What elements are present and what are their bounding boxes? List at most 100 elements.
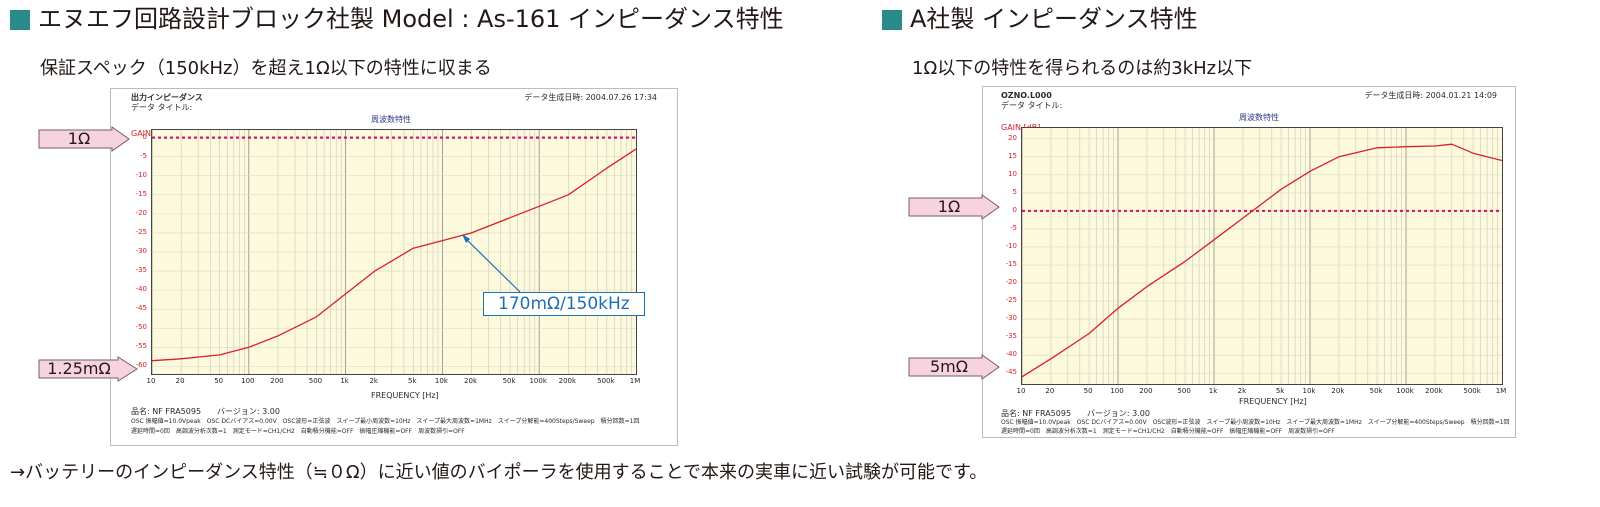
right-bottom-arrow: 5mΩ bbox=[908, 354, 1000, 380]
x-tick-label: 500 bbox=[1177, 387, 1191, 395]
y-tick-label: -15 bbox=[135, 189, 147, 198]
right-panel-date: データ生成日時: 2004.01.21 14:09 bbox=[1364, 91, 1497, 100]
y-tick-label: -20 bbox=[1005, 278, 1017, 287]
y-tick-label: -35 bbox=[135, 266, 147, 275]
y-tick-label: -20 bbox=[135, 208, 147, 217]
right-bottom-arrow-label: 5mΩ bbox=[930, 357, 968, 376]
x-tick-label: 1k bbox=[340, 377, 349, 385]
left-footer-line-1: 品名: NF FRA5095 バージョン: 3.00 bbox=[131, 407, 280, 416]
left-panel-header-subtitle: データ タイトル: bbox=[131, 103, 193, 112]
right-chart-title: 周波数特性 bbox=[1239, 113, 1279, 122]
left-callout: 170mΩ/150kHz bbox=[483, 292, 645, 316]
right-freq-label: FREQUENCY [Hz] bbox=[1239, 397, 1307, 406]
left-gain-label: GAIN [dB] bbox=[131, 129, 170, 138]
left-top-arrow-label: 1Ω bbox=[67, 129, 91, 148]
y-tick-label: -10 bbox=[1005, 241, 1017, 250]
left-plot-area bbox=[151, 129, 637, 375]
x-tick-label: 10k bbox=[1302, 387, 1316, 395]
y-tick-label: -30 bbox=[135, 247, 147, 255]
y-tick-label: 20 bbox=[1008, 133, 1017, 142]
left-panel-header-title: 出力インピーダンス bbox=[131, 93, 203, 102]
y-tick-label: 0 bbox=[1012, 205, 1017, 214]
y-tick-label: -30 bbox=[1005, 314, 1017, 323]
y-tick-label: -35 bbox=[1005, 332, 1017, 341]
x-tick-label: 50k bbox=[502, 377, 516, 385]
x-tick-label: 5k bbox=[407, 377, 417, 385]
y-tick-label: 0 bbox=[142, 132, 147, 141]
x-tick-label: 200 bbox=[1139, 387, 1153, 395]
y-tick-label: 5 bbox=[1012, 187, 1017, 196]
x-tick-label: 500 bbox=[308, 377, 323, 385]
x-tick-label: 100 bbox=[241, 377, 255, 385]
y-tick-label: -5 bbox=[140, 151, 147, 160]
y-tick-label: -25 bbox=[135, 227, 147, 236]
right-plot-area bbox=[1021, 127, 1503, 385]
y-tick-label: -40 bbox=[135, 285, 147, 294]
right-subtitle: 1Ω以下の特性を得られるのは約3kHz以下 bbox=[912, 58, 1253, 79]
y-tick-label: -50 bbox=[135, 323, 147, 332]
right-footer-line-3: 遅延時間=0回 高調波分析次数=1 測定モード=CH1/CH2 自動積分機能=O… bbox=[1001, 428, 1335, 435]
y-tick-label: -60 bbox=[135, 361, 147, 370]
y-tick-label: -15 bbox=[1005, 260, 1017, 268]
right-chart-panel: OZNO.L000 データ タイトル: データ生成日時: 2004.01.21 … bbox=[982, 86, 1516, 438]
x-tick-label: 20 bbox=[175, 377, 185, 385]
x-tick-label: 2k bbox=[1237, 387, 1247, 395]
footer-note: →バッテリーのインピーダンス特性（≒０Ω）に近い値のバイポーラを使用することで本… bbox=[10, 462, 988, 483]
x-tick-label: 500k bbox=[597, 377, 615, 385]
left-section-title: エヌエフ回路設計ブロック社製 Model : As-161 インピーダンス特性 bbox=[38, 5, 784, 33]
x-tick-label: 100k bbox=[1396, 387, 1414, 395]
x-tick-label: 100 bbox=[1110, 387, 1124, 395]
x-tick-label: 10 bbox=[1016, 387, 1026, 395]
y-tick-label: -10 bbox=[135, 170, 147, 179]
right-panel-header-subtitle: データ タイトル: bbox=[1001, 101, 1063, 110]
x-tick-label: 2k bbox=[369, 377, 378, 385]
x-tick-label: 20k bbox=[464, 377, 478, 385]
x-tick-label: 200k bbox=[1425, 387, 1443, 395]
impedance-curve bbox=[1022, 143, 1502, 378]
x-tick-label: 50 bbox=[1083, 387, 1093, 395]
right-section-title: A社製 インピーダンス特性 bbox=[910, 5, 1198, 33]
x-tick-label: 1M bbox=[1495, 387, 1507, 395]
left-chart-title: 周波数特性 bbox=[371, 115, 411, 124]
left-subtitle: 保証スペック（150kHz）を超え1Ω以下の特性に収まる bbox=[40, 58, 492, 79]
x-tick-label: 200 bbox=[270, 377, 284, 385]
arrow-right-icon bbox=[38, 126, 130, 152]
section-marker-icon bbox=[882, 10, 902, 30]
x-tick-label: 5k bbox=[1275, 387, 1285, 395]
x-tick-label: 10k bbox=[434, 377, 448, 385]
left-bottom-arrow-label: 1.25mΩ bbox=[47, 359, 111, 378]
x-tick-label: 1k bbox=[1208, 387, 1218, 395]
x-tick-label: 1M bbox=[629, 377, 641, 385]
x-tick-label: 20 bbox=[1045, 387, 1055, 395]
arrow-right-icon bbox=[908, 194, 1000, 220]
left-chart-panel: 出力インピーダンス データ タイトル: データ生成日時: 2004.07.26 … bbox=[110, 88, 678, 446]
left-footer-line-2: OSC 振幅値=10.0Vpeak OSC DCバイアス=0.00V OSC波形… bbox=[131, 418, 640, 425]
right-top-arrow: 1Ω bbox=[908, 194, 1000, 220]
left-panel-date: データ生成日時: 2004.07.26 17:34 bbox=[524, 93, 657, 102]
y-tick-label: 15 bbox=[1008, 151, 1017, 160]
y-tick-label: -45 bbox=[135, 304, 147, 313]
x-tick-label: 10 bbox=[146, 377, 156, 385]
impedance-curve bbox=[152, 148, 636, 362]
left-bottom-arrow: 1.25mΩ bbox=[38, 356, 138, 382]
left-top-arrow: 1Ω bbox=[38, 126, 130, 152]
x-tick-label: 50 bbox=[214, 377, 224, 385]
section-marker-icon bbox=[10, 10, 30, 30]
left-footer-line-3: 遅延時間=0回 高調波分析次数=1 測定モード=CH1/CH2 自動積分機能=O… bbox=[131, 428, 465, 435]
x-tick-label: 500k bbox=[1463, 387, 1481, 395]
arrow-right-icon bbox=[908, 354, 1000, 380]
y-tick-label: -5 bbox=[1010, 223, 1017, 232]
left-freq-label: FREQUENCY [Hz] bbox=[371, 391, 439, 400]
arrow-right-icon bbox=[38, 356, 138, 382]
y-tick-label: -40 bbox=[1005, 350, 1017, 359]
right-footer-line-2: OSC 振幅値=10.0Vpeak OSC DCバイアス=0.00V OSC波形… bbox=[1001, 419, 1510, 426]
y-tick-label: -45 bbox=[1005, 368, 1017, 377]
y-tick-label: -55 bbox=[135, 342, 147, 351]
y-tick-label: 10 bbox=[1008, 169, 1017, 178]
right-gain-label: GAIN [dB] bbox=[1001, 123, 1040, 132]
y-tick-label: -25 bbox=[1005, 296, 1017, 305]
x-tick-label: 20k bbox=[1331, 387, 1345, 395]
x-tick-label: 100k bbox=[529, 377, 547, 385]
right-top-arrow-label: 1Ω bbox=[937, 197, 961, 216]
